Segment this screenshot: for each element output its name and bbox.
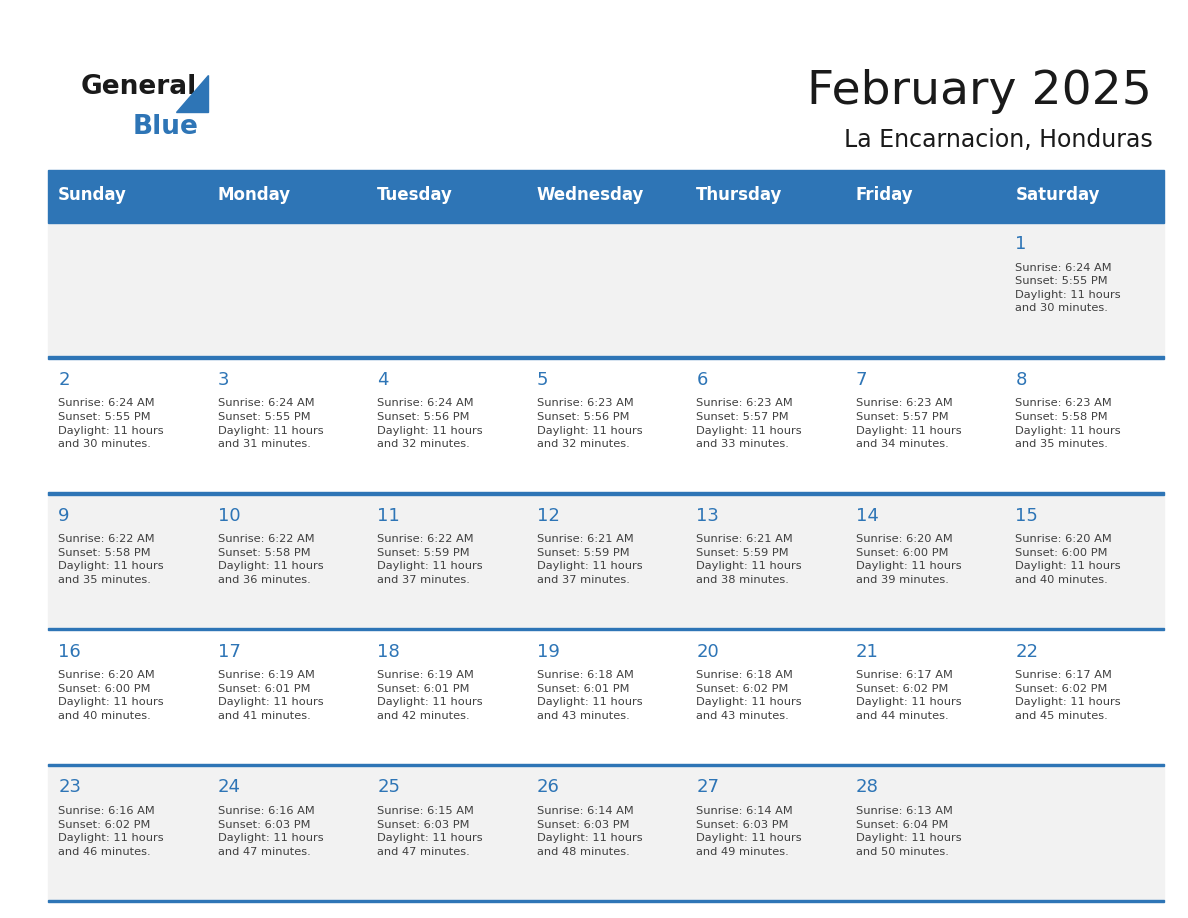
Text: Sunrise: 6:20 AM
Sunset: 6:00 PM
Daylight: 11 hours
and 40 minutes.: Sunrise: 6:20 AM Sunset: 6:00 PM Dayligh… <box>1016 534 1121 585</box>
Text: Sunrise: 6:20 AM
Sunset: 6:00 PM
Daylight: 11 hours
and 40 minutes.: Sunrise: 6:20 AM Sunset: 6:00 PM Dayligh… <box>58 670 164 721</box>
Text: 16: 16 <box>58 643 81 661</box>
Text: Sunrise: 6:22 AM
Sunset: 5:59 PM
Daylight: 11 hours
and 37 minutes.: Sunrise: 6:22 AM Sunset: 5:59 PM Dayligh… <box>378 534 482 585</box>
Text: 26: 26 <box>537 778 560 797</box>
Text: 9: 9 <box>58 507 70 525</box>
Text: 18: 18 <box>378 643 400 661</box>
Text: 22: 22 <box>1016 643 1038 661</box>
Text: Sunrise: 6:20 AM
Sunset: 6:00 PM
Daylight: 11 hours
and 39 minutes.: Sunrise: 6:20 AM Sunset: 6:00 PM Dayligh… <box>855 534 961 585</box>
Text: Sunrise: 6:22 AM
Sunset: 5:58 PM
Daylight: 11 hours
and 35 minutes.: Sunrise: 6:22 AM Sunset: 5:58 PM Dayligh… <box>58 534 164 585</box>
Text: 12: 12 <box>537 507 560 525</box>
Bar <box>48 900 1164 902</box>
Bar <box>48 170 1164 220</box>
Text: Sunrise: 6:23 AM
Sunset: 5:57 PM
Daylight: 11 hours
and 34 minutes.: Sunrise: 6:23 AM Sunset: 5:57 PM Dayligh… <box>855 398 961 449</box>
Text: Sunrise: 6:22 AM
Sunset: 5:58 PM
Daylight: 11 hours
and 36 minutes.: Sunrise: 6:22 AM Sunset: 5:58 PM Dayligh… <box>217 534 323 585</box>
Text: Sunrise: 6:24 AM
Sunset: 5:56 PM
Daylight: 11 hours
and 32 minutes.: Sunrise: 6:24 AM Sunset: 5:56 PM Dayligh… <box>378 398 482 449</box>
Text: Sunrise: 6:18 AM
Sunset: 6:01 PM
Daylight: 11 hours
and 43 minutes.: Sunrise: 6:18 AM Sunset: 6:01 PM Dayligh… <box>537 670 643 721</box>
Bar <box>48 356 1164 492</box>
Bar <box>48 492 1164 495</box>
Text: 25: 25 <box>378 778 400 797</box>
Bar <box>48 492 1164 628</box>
Text: 14: 14 <box>855 507 879 525</box>
Text: Sunrise: 6:19 AM
Sunset: 6:01 PM
Daylight: 11 hours
and 41 minutes.: Sunrise: 6:19 AM Sunset: 6:01 PM Dayligh… <box>217 670 323 721</box>
Text: 13: 13 <box>696 507 719 525</box>
Bar <box>48 628 1164 764</box>
Text: Sunrise: 6:23 AM
Sunset: 5:56 PM
Daylight: 11 hours
and 32 minutes.: Sunrise: 6:23 AM Sunset: 5:56 PM Dayligh… <box>537 398 643 449</box>
Text: 10: 10 <box>217 507 240 525</box>
Text: Sunrise: 6:13 AM
Sunset: 6:04 PM
Daylight: 11 hours
and 50 minutes.: Sunrise: 6:13 AM Sunset: 6:04 PM Dayligh… <box>855 806 961 856</box>
Text: Sunrise: 6:21 AM
Sunset: 5:59 PM
Daylight: 11 hours
and 37 minutes.: Sunrise: 6:21 AM Sunset: 5:59 PM Dayligh… <box>537 534 643 585</box>
Text: Sunrise: 6:21 AM
Sunset: 5:59 PM
Daylight: 11 hours
and 38 minutes.: Sunrise: 6:21 AM Sunset: 5:59 PM Dayligh… <box>696 534 802 585</box>
Text: Sunday: Sunday <box>58 186 127 204</box>
Text: 8: 8 <box>1016 371 1026 389</box>
Text: 7: 7 <box>855 371 867 389</box>
Text: Sunrise: 6:14 AM
Sunset: 6:03 PM
Daylight: 11 hours
and 48 minutes.: Sunrise: 6:14 AM Sunset: 6:03 PM Dayligh… <box>537 806 643 856</box>
Text: Friday: Friday <box>855 186 914 204</box>
Polygon shape <box>176 75 208 112</box>
Bar <box>48 628 1164 631</box>
Bar <box>48 356 1164 359</box>
Text: Sunrise: 6:17 AM
Sunset: 6:02 PM
Daylight: 11 hours
and 45 minutes.: Sunrise: 6:17 AM Sunset: 6:02 PM Dayligh… <box>1016 670 1121 721</box>
Bar <box>48 220 1164 223</box>
Text: February 2025: February 2025 <box>808 69 1152 115</box>
Text: Sunrise: 6:23 AM
Sunset: 5:57 PM
Daylight: 11 hours
and 33 minutes.: Sunrise: 6:23 AM Sunset: 5:57 PM Dayligh… <box>696 398 802 449</box>
Text: 19: 19 <box>537 643 560 661</box>
Text: Sunrise: 6:23 AM
Sunset: 5:58 PM
Daylight: 11 hours
and 35 minutes.: Sunrise: 6:23 AM Sunset: 5:58 PM Dayligh… <box>1016 398 1121 449</box>
Text: Sunrise: 6:14 AM
Sunset: 6:03 PM
Daylight: 11 hours
and 49 minutes.: Sunrise: 6:14 AM Sunset: 6:03 PM Dayligh… <box>696 806 802 856</box>
Text: Blue: Blue <box>133 114 198 140</box>
Text: Sunrise: 6:18 AM
Sunset: 6:02 PM
Daylight: 11 hours
and 43 minutes.: Sunrise: 6:18 AM Sunset: 6:02 PM Dayligh… <box>696 670 802 721</box>
Text: 28: 28 <box>855 778 879 797</box>
Text: Thursday: Thursday <box>696 186 783 204</box>
Text: 15: 15 <box>1016 507 1038 525</box>
Text: 4: 4 <box>378 371 388 389</box>
Text: 17: 17 <box>217 643 241 661</box>
Text: Sunrise: 6:24 AM
Sunset: 5:55 PM
Daylight: 11 hours
and 30 minutes.: Sunrise: 6:24 AM Sunset: 5:55 PM Dayligh… <box>1016 263 1121 313</box>
Text: General: General <box>81 74 197 100</box>
Text: Tuesday: Tuesday <box>378 186 453 204</box>
Text: 11: 11 <box>378 507 400 525</box>
Text: Sunrise: 6:17 AM
Sunset: 6:02 PM
Daylight: 11 hours
and 44 minutes.: Sunrise: 6:17 AM Sunset: 6:02 PM Dayligh… <box>855 670 961 721</box>
Bar <box>48 764 1164 900</box>
Text: 21: 21 <box>855 643 879 661</box>
Text: 20: 20 <box>696 643 719 661</box>
Text: 23: 23 <box>58 778 81 797</box>
Text: Sunrise: 6:24 AM
Sunset: 5:55 PM
Daylight: 11 hours
and 31 minutes.: Sunrise: 6:24 AM Sunset: 5:55 PM Dayligh… <box>217 398 323 449</box>
Text: 27: 27 <box>696 778 720 797</box>
Text: Sunrise: 6:15 AM
Sunset: 6:03 PM
Daylight: 11 hours
and 47 minutes.: Sunrise: 6:15 AM Sunset: 6:03 PM Dayligh… <box>378 806 482 856</box>
Bar <box>48 220 1164 356</box>
Text: 2: 2 <box>58 371 70 389</box>
Text: 6: 6 <box>696 371 708 389</box>
Text: Wednesday: Wednesday <box>537 186 644 204</box>
Text: La Encarnacion, Honduras: La Encarnacion, Honduras <box>843 128 1152 151</box>
Bar <box>48 764 1164 767</box>
Text: Sunrise: 6:24 AM
Sunset: 5:55 PM
Daylight: 11 hours
and 30 minutes.: Sunrise: 6:24 AM Sunset: 5:55 PM Dayligh… <box>58 398 164 449</box>
Text: 3: 3 <box>217 371 229 389</box>
Text: Sunrise: 6:19 AM
Sunset: 6:01 PM
Daylight: 11 hours
and 42 minutes.: Sunrise: 6:19 AM Sunset: 6:01 PM Dayligh… <box>378 670 482 721</box>
Text: 5: 5 <box>537 371 549 389</box>
Text: Sunrise: 6:16 AM
Sunset: 6:02 PM
Daylight: 11 hours
and 46 minutes.: Sunrise: 6:16 AM Sunset: 6:02 PM Dayligh… <box>58 806 164 856</box>
Text: Sunrise: 6:16 AM
Sunset: 6:03 PM
Daylight: 11 hours
and 47 minutes.: Sunrise: 6:16 AM Sunset: 6:03 PM Dayligh… <box>217 806 323 856</box>
Text: 24: 24 <box>217 778 241 797</box>
Text: Monday: Monday <box>217 186 291 204</box>
Text: Saturday: Saturday <box>1016 186 1100 204</box>
Text: 1: 1 <box>1016 235 1026 253</box>
